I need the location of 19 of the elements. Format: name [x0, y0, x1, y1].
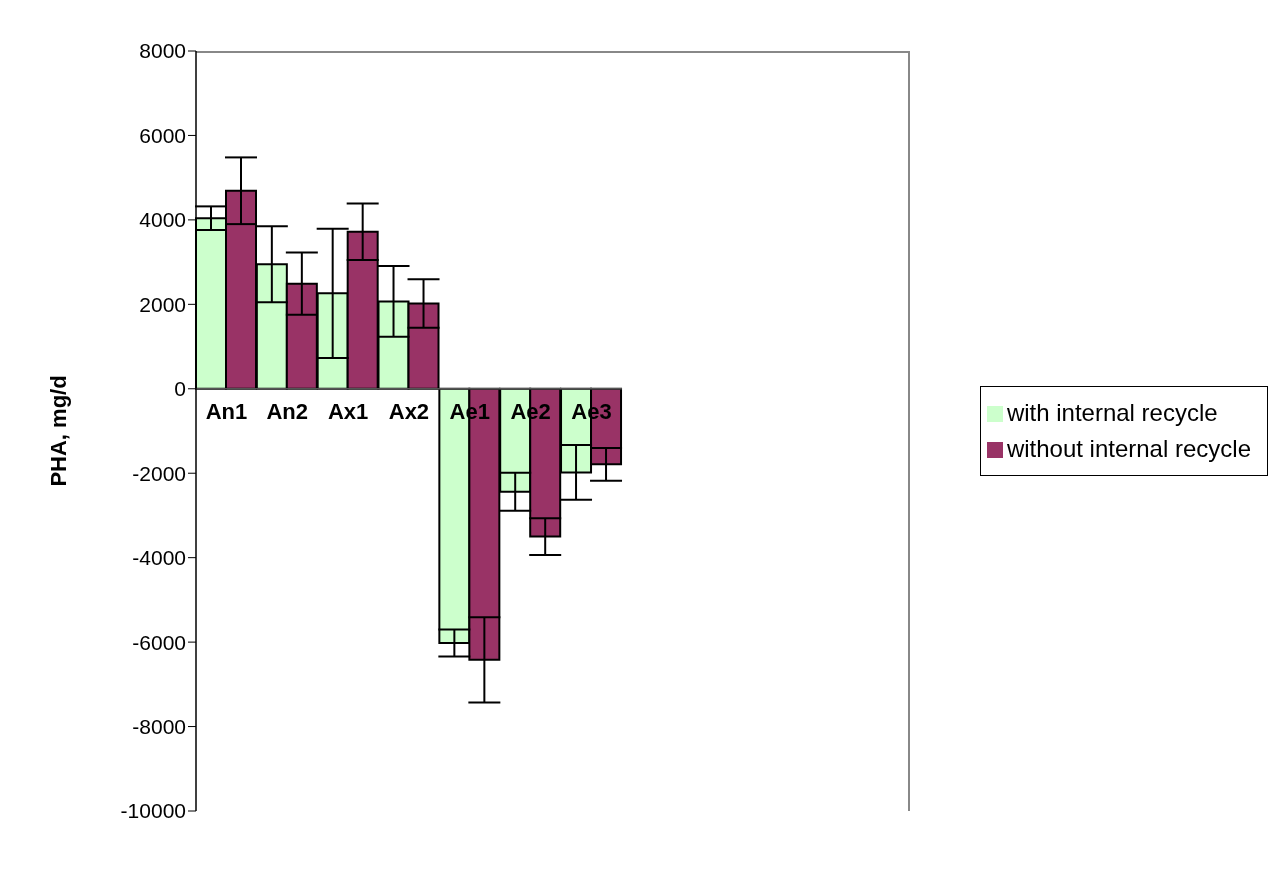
x-tick-label: Ae1	[449, 398, 490, 424]
y-tick-label: -8000	[132, 715, 186, 739]
y-tick-label: 2000	[139, 292, 186, 316]
y-tick-label: 0	[174, 377, 186, 401]
y-tick-label: 6000	[139, 123, 186, 147]
x-tick-label: An1	[205, 398, 248, 424]
y-tick-label: 8000	[139, 39, 186, 63]
x-tick-label: Ae2	[510, 398, 551, 424]
y-tick-label: 4000	[139, 208, 186, 232]
y-tick-label: -2000	[132, 461, 186, 485]
legend-label: with internal recycle	[1006, 398, 1218, 426]
x-tick-label: Ax1	[327, 398, 369, 424]
y-axis-title: PHA, mg/d	[45, 375, 71, 487]
y-tick-label: -6000	[132, 630, 186, 654]
y-tick-label: -10000	[120, 799, 186, 823]
legend-label: without internal recycle	[1006, 434, 1251, 462]
x-tick-label: An2	[266, 398, 309, 424]
y-tick-label: -4000	[132, 546, 186, 570]
x-tick-label: Ax2	[388, 398, 430, 424]
